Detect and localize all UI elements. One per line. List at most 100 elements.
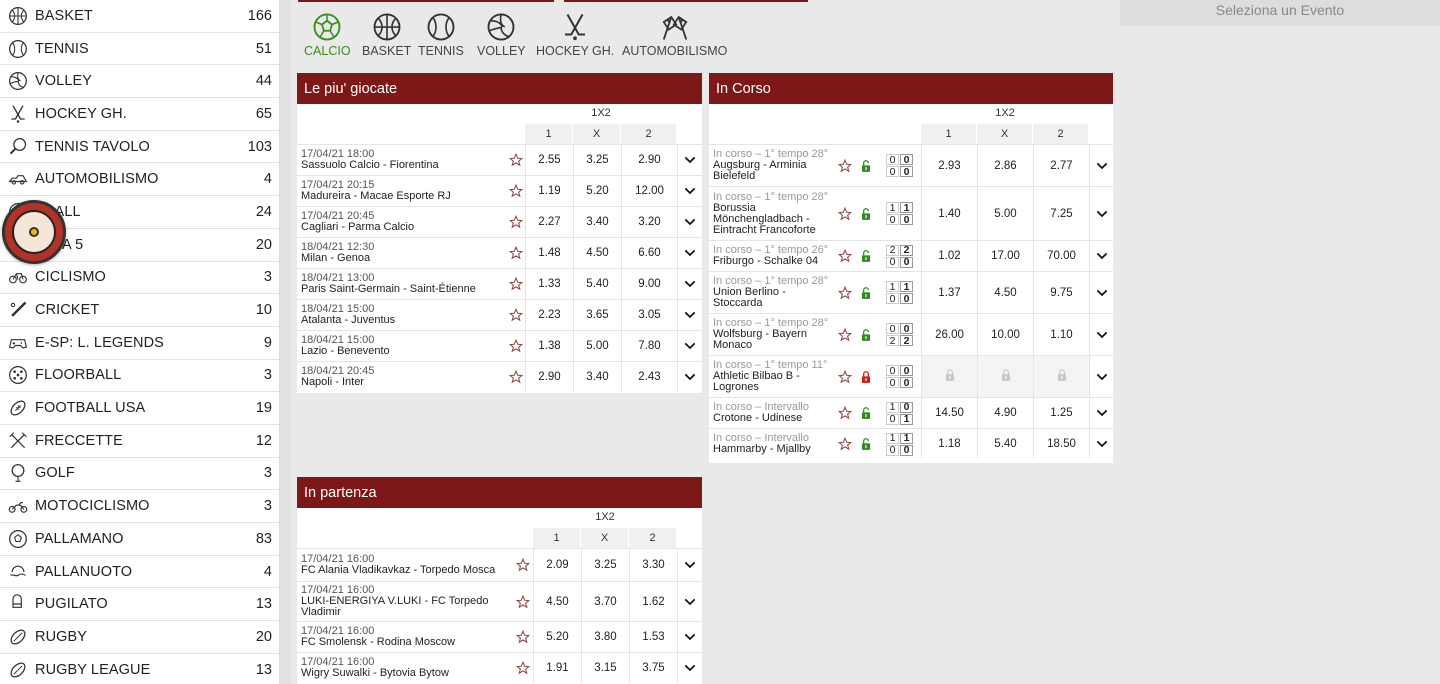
live-match-row[interactable]: In corso – Intervallo Hammarby - Mjallby … xyxy=(709,428,1113,459)
chevron-down-icon[interactable] xyxy=(677,145,702,175)
live-match-row[interactable]: In corso – 1° tempo 26° Friburgo - Schalk… xyxy=(709,240,1113,271)
odd-2[interactable]: 70.00 xyxy=(1033,241,1089,271)
odd-1[interactable]: 2.09 xyxy=(533,549,581,581)
chevron-down-icon[interactable] xyxy=(677,582,702,621)
odd-1[interactable]: 14.50 xyxy=(921,398,977,428)
chevron-down-icon[interactable] xyxy=(677,653,702,683)
odd-x[interactable]: 3.25 xyxy=(581,549,629,581)
match-row[interactable]: 18/04/21 15:00 Atalanta - Juventus 2.23 3… xyxy=(297,299,702,330)
odd-x[interactable]: 3.15 xyxy=(581,653,629,683)
favorite-star-icon[interactable] xyxy=(512,558,533,572)
odd-x[interactable]: 4.50 xyxy=(573,238,621,268)
odd-2[interactable]: 9.75 xyxy=(1033,272,1089,313)
odd-x[interactable]: 5.00 xyxy=(573,331,621,361)
odd-x[interactable]: 5.40 xyxy=(573,269,621,299)
favorite-star-icon[interactable] xyxy=(512,594,533,609)
odd-x[interactable]: 3.80 xyxy=(581,622,629,652)
match-row[interactable]: 18/04/21 12:30 Milan - Genoa 1.48 4.50 6.… xyxy=(297,237,702,268)
favorite-star-icon[interactable] xyxy=(507,277,525,291)
sidebar-item[interactable]: PALLAMANO 83 xyxy=(0,523,279,556)
favorite-star-icon[interactable] xyxy=(836,206,854,221)
favorite-star-icon[interactable] xyxy=(507,370,525,384)
odd-1[interactable]: 2.27 xyxy=(525,207,573,237)
odd-2[interactable]: 1.62 xyxy=(629,582,677,621)
odd-x[interactable]: 10.00 xyxy=(977,314,1033,355)
sidebar-item[interactable]: FLOORBALL 3 xyxy=(0,360,279,393)
odd-x[interactable]: 3.40 xyxy=(573,362,621,392)
tab-tennis[interactable]: TENNIS xyxy=(418,12,464,58)
match-row[interactable]: 17/04/21 20:15 Madureira - Macae Esporte … xyxy=(297,175,702,206)
favorite-star-icon[interactable] xyxy=(512,630,533,644)
odd-2[interactable]: 1.10 xyxy=(1033,314,1089,355)
sidebar-item[interactable]: AUTOMOBILISMO 4 xyxy=(0,163,279,197)
chevron-down-icon[interactable] xyxy=(677,331,702,361)
odd-x[interactable]: 2.86 xyxy=(977,145,1033,186)
chevron-down-icon[interactable] xyxy=(677,300,702,330)
chevron-down-icon[interactable] xyxy=(1089,145,1113,186)
odd-1[interactable]: 1.48 xyxy=(525,238,573,268)
odd-1[interactable]: 1.37 xyxy=(921,272,977,313)
odd-2[interactable]: 1.53 xyxy=(629,622,677,652)
chevron-down-icon[interactable] xyxy=(677,207,702,237)
chevron-down-icon[interactable] xyxy=(677,176,702,206)
odd-x[interactable]: 3.40 xyxy=(573,207,621,237)
chevron-down-icon[interactable] xyxy=(1089,398,1113,428)
odd-1[interactable]: 1.02 xyxy=(921,241,977,271)
chevron-down-icon[interactable] xyxy=(1089,314,1113,355)
sidebar-item[interactable]: RUGBY LEAGUE 13 xyxy=(0,654,279,684)
favorite-star-icon[interactable] xyxy=(836,406,854,420)
odd-x[interactable]: 4.50 xyxy=(977,272,1033,313)
odd-x[interactable]: 17.00 xyxy=(977,241,1033,271)
favorite-star-icon[interactable] xyxy=(507,184,525,198)
match-row[interactable]: 18/04/21 15:00 Lazio - Benevento 1.38 5.0… xyxy=(297,330,702,361)
favorite-star-icon[interactable] xyxy=(836,369,854,384)
chevron-down-icon[interactable] xyxy=(677,622,702,652)
favorite-star-icon[interactable] xyxy=(507,246,525,260)
match-row[interactable]: 17/04/21 20:45 Cagliari - Parma Calcio 2.… xyxy=(297,206,702,237)
favorite-star-icon[interactable] xyxy=(836,158,854,173)
odd-1[interactable]: 5.20 xyxy=(533,622,581,652)
favorite-star-icon[interactable] xyxy=(512,661,533,675)
chevron-down-icon[interactable] xyxy=(677,549,702,581)
tab-automobilismo[interactable]: AUTOMOBILISMO xyxy=(622,12,727,58)
live-match-row[interactable]: In corso – 1° tempo 28° Union Berlino - St… xyxy=(709,271,1113,313)
live-match-row[interactable]: In corso – Intervallo Crotone - Udinese 1… xyxy=(709,397,1113,428)
tab-calcio[interactable]: CALCIO xyxy=(304,12,351,58)
odd-1[interactable]: 2.90 xyxy=(525,362,573,392)
odd-1[interactable]: 1.33 xyxy=(525,269,573,299)
odd-1[interactable]: 1.19 xyxy=(525,176,573,206)
sidebar-item[interactable]: MOTOCICLISMO 3 xyxy=(0,490,279,523)
live-match-row[interactable]: In corso – 1° tempo 11° Athletic Bilbao B… xyxy=(709,355,1113,397)
upcoming-match-row[interactable]: 17/04/21 16:00 LUKI-ENERGIYA V.LUKI - FC … xyxy=(297,581,702,621)
odd-2[interactable]: 3.05 xyxy=(621,300,677,330)
odd-1[interactable]: 26.00 xyxy=(921,314,977,355)
chevron-down-icon[interactable] xyxy=(677,362,702,392)
sidebar-item[interactable]: FOOTBALL USA 19 xyxy=(0,392,279,425)
odd-2[interactable]: 18.50 xyxy=(1033,429,1089,459)
odd-2[interactable]: 3.30 xyxy=(629,549,677,581)
chevron-down-icon[interactable] xyxy=(1089,429,1113,459)
sidebar-item[interactable]: RUGBY 20 xyxy=(0,621,279,654)
match-row[interactable]: 18/04/21 20:45 Napoli - Inter 2.90 3.40 2… xyxy=(297,361,702,392)
odd-2[interactable]: 12.00 xyxy=(621,176,677,206)
odd-1[interactable]: 1.91 xyxy=(533,653,581,683)
favorite-star-icon[interactable] xyxy=(507,308,525,322)
upcoming-match-row[interactable]: 17/04/21 16:00 FC Alania Vladikavkaz - To… xyxy=(297,548,702,581)
scrollbar-track[interactable] xyxy=(280,0,290,684)
match-row[interactable]: 18/04/21 13:00 Paris Saint-Germain - Sain… xyxy=(297,268,702,299)
roulette-widget-icon[interactable] xyxy=(2,200,66,264)
upcoming-match-row[interactable]: 17/04/21 16:00 Wigry Suwalki - Bytovia By… xyxy=(297,652,702,683)
odd-x[interactable]: 3.65 xyxy=(573,300,621,330)
sidebar-item[interactable]: FRECCETTE 12 xyxy=(0,425,279,458)
favorite-star-icon[interactable] xyxy=(836,285,854,300)
odd-x[interactable]: 5.40 xyxy=(977,429,1033,459)
odd-x[interactable]: 3.25 xyxy=(573,145,621,175)
favorite-star-icon[interactable] xyxy=(836,437,854,451)
odd-2[interactable]: 2.77 xyxy=(1033,145,1089,186)
odd-x[interactable]: 4.90 xyxy=(977,398,1033,428)
sidebar-item[interactable]: BASKET 166 xyxy=(0,0,279,33)
match-row[interactable]: 17/04/21 18:00 Sassuolo Calcio - Fiorenti… xyxy=(297,144,702,175)
chevron-down-icon[interactable] xyxy=(1089,356,1113,397)
live-match-row[interactable]: In corso – 1° tempo 28° Wolfsburg - Bayer… xyxy=(709,313,1113,355)
odd-1[interactable]: 2.23 xyxy=(525,300,573,330)
